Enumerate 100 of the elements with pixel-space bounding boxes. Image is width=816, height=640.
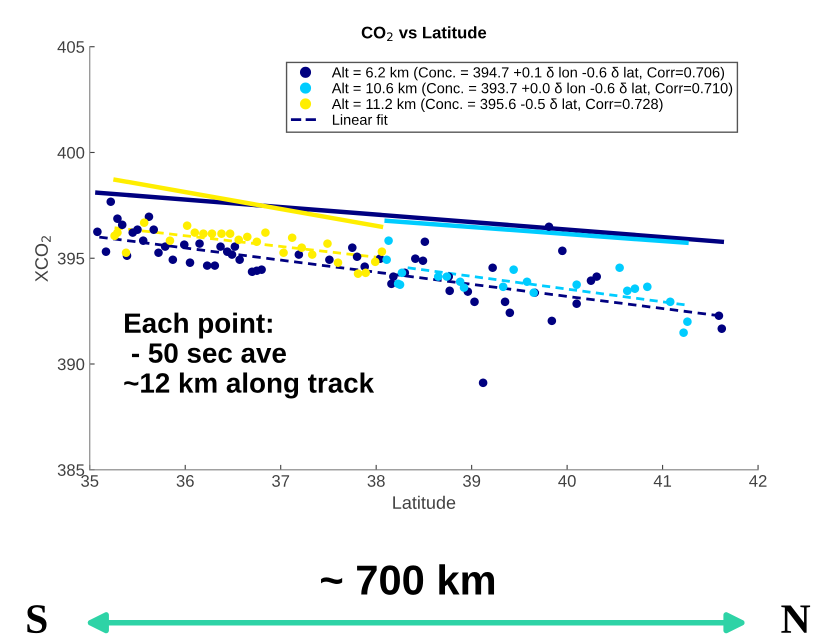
text: N: [781, 605, 810, 633]
y-axis-title: XCO$_{2}$: [35, 236, 51, 282]
point: [384, 236, 393, 245]
point: [378, 247, 386, 256]
point: [622, 286, 632, 296]
point: [548, 316, 556, 326]
point: [572, 299, 581, 308]
point: [460, 283, 468, 292]
point: [149, 225, 158, 234]
point: [308, 250, 316, 259]
point: [478, 378, 488, 388]
point: [643, 282, 652, 292]
point: [210, 261, 220, 270]
point: [334, 258, 342, 267]
point: [154, 248, 163, 258]
point: [166, 236, 174, 245]
text: ~ 700 km: [321, 564, 494, 595]
point: [217, 229, 226, 238]
point: [230, 242, 240, 251]
point: [361, 268, 370, 278]
point: [558, 246, 567, 256]
point: [630, 284, 640, 293]
point: [498, 282, 508, 292]
point: [382, 255, 391, 264]
point: [226, 229, 234, 238]
point: [683, 317, 692, 326]
point: [509, 265, 518, 274]
y-tick-label: 395: [58, 252, 84, 264]
point: [420, 237, 430, 246]
y-tick-label: 405: [57, 41, 84, 53]
text: S: [27, 605, 47, 634]
legend-label: Alt = 6.2 km (Conc. = 394.7 +0.1 δ lon -0.6 δ lat, Corr=0.706): [332, 66, 724, 80]
y-tick-label: 390: [58, 358, 84, 370]
x-tick-label: 35: [81, 475, 98, 487]
point: [257, 265, 266, 274]
point: [615, 263, 624, 272]
chart-title: CO$_{2}$ vs Latitude: [362, 26, 486, 42]
point: [243, 232, 252, 242]
point: [470, 298, 479, 306]
point: [666, 298, 675, 306]
point: [113, 228, 122, 237]
point: [348, 243, 357, 252]
point: [323, 239, 332, 248]
point: [199, 229, 208, 238]
point: [544, 222, 554, 232]
point: [592, 272, 601, 281]
point: [714, 311, 724, 320]
point: [434, 272, 443, 281]
point: [168, 255, 178, 264]
point: [106, 197, 116, 206]
point: [235, 255, 244, 264]
x-tick-label: 36: [176, 475, 194, 487]
point: [288, 233, 296, 242]
point: [190, 228, 200, 237]
point: [261, 228, 270, 237]
legend-label: Linear fit: [332, 114, 388, 125]
point: [418, 256, 428, 266]
x-tick-label: 38: [368, 475, 385, 487]
y-tick-label: 385: [58, 464, 84, 476]
point: [500, 298, 510, 306]
annotation: Each point: - 50 sec ave ~12 km along track: [124, 312, 374, 398]
x-tick-label: 41: [654, 475, 672, 487]
point: [297, 243, 306, 252]
point: [572, 280, 581, 289]
point: [389, 272, 398, 281]
point: [456, 277, 464, 286]
point: [228, 250, 236, 259]
x-tick-label: 37: [272, 475, 290, 487]
x-tick-label: 39: [463, 475, 480, 487]
point: [398, 268, 406, 278]
point: [370, 258, 380, 266]
point: [445, 286, 454, 296]
point: [186, 258, 194, 267]
point: [118, 220, 126, 230]
point: [252, 237, 262, 246]
point: [522, 277, 532, 286]
point: [138, 236, 148, 245]
point: [354, 269, 362, 278]
point: [325, 255, 334, 264]
point: [279, 248, 288, 258]
point: [122, 248, 130, 258]
point: [180, 240, 189, 249]
point: [140, 218, 148, 227]
point: [202, 261, 212, 270]
point: [718, 324, 726, 333]
point: [216, 242, 225, 251]
point: [113, 214, 122, 223]
x-tick-label: 42: [749, 475, 766, 487]
point: [234, 236, 243, 244]
point: [352, 252, 362, 262]
x-axis-title: Latitude: [393, 496, 456, 509]
point: [93, 228, 102, 236]
point: [144, 212, 154, 222]
y-tick-label: 400: [57, 146, 84, 159]
point: [133, 225, 142, 234]
point: [208, 229, 216, 238]
legend-label: Alt = 11.2 km (Conc. = 395.6 -0.5 δ lat, Corr=0.728): [332, 98, 663, 112]
point: [102, 247, 110, 256]
point: [411, 254, 420, 263]
legend-label: Alt = 10.6 km (Conc. = 393.7 +0.0 δ lon -0.6 δ lat, Corr=0.710): [332, 82, 732, 96]
